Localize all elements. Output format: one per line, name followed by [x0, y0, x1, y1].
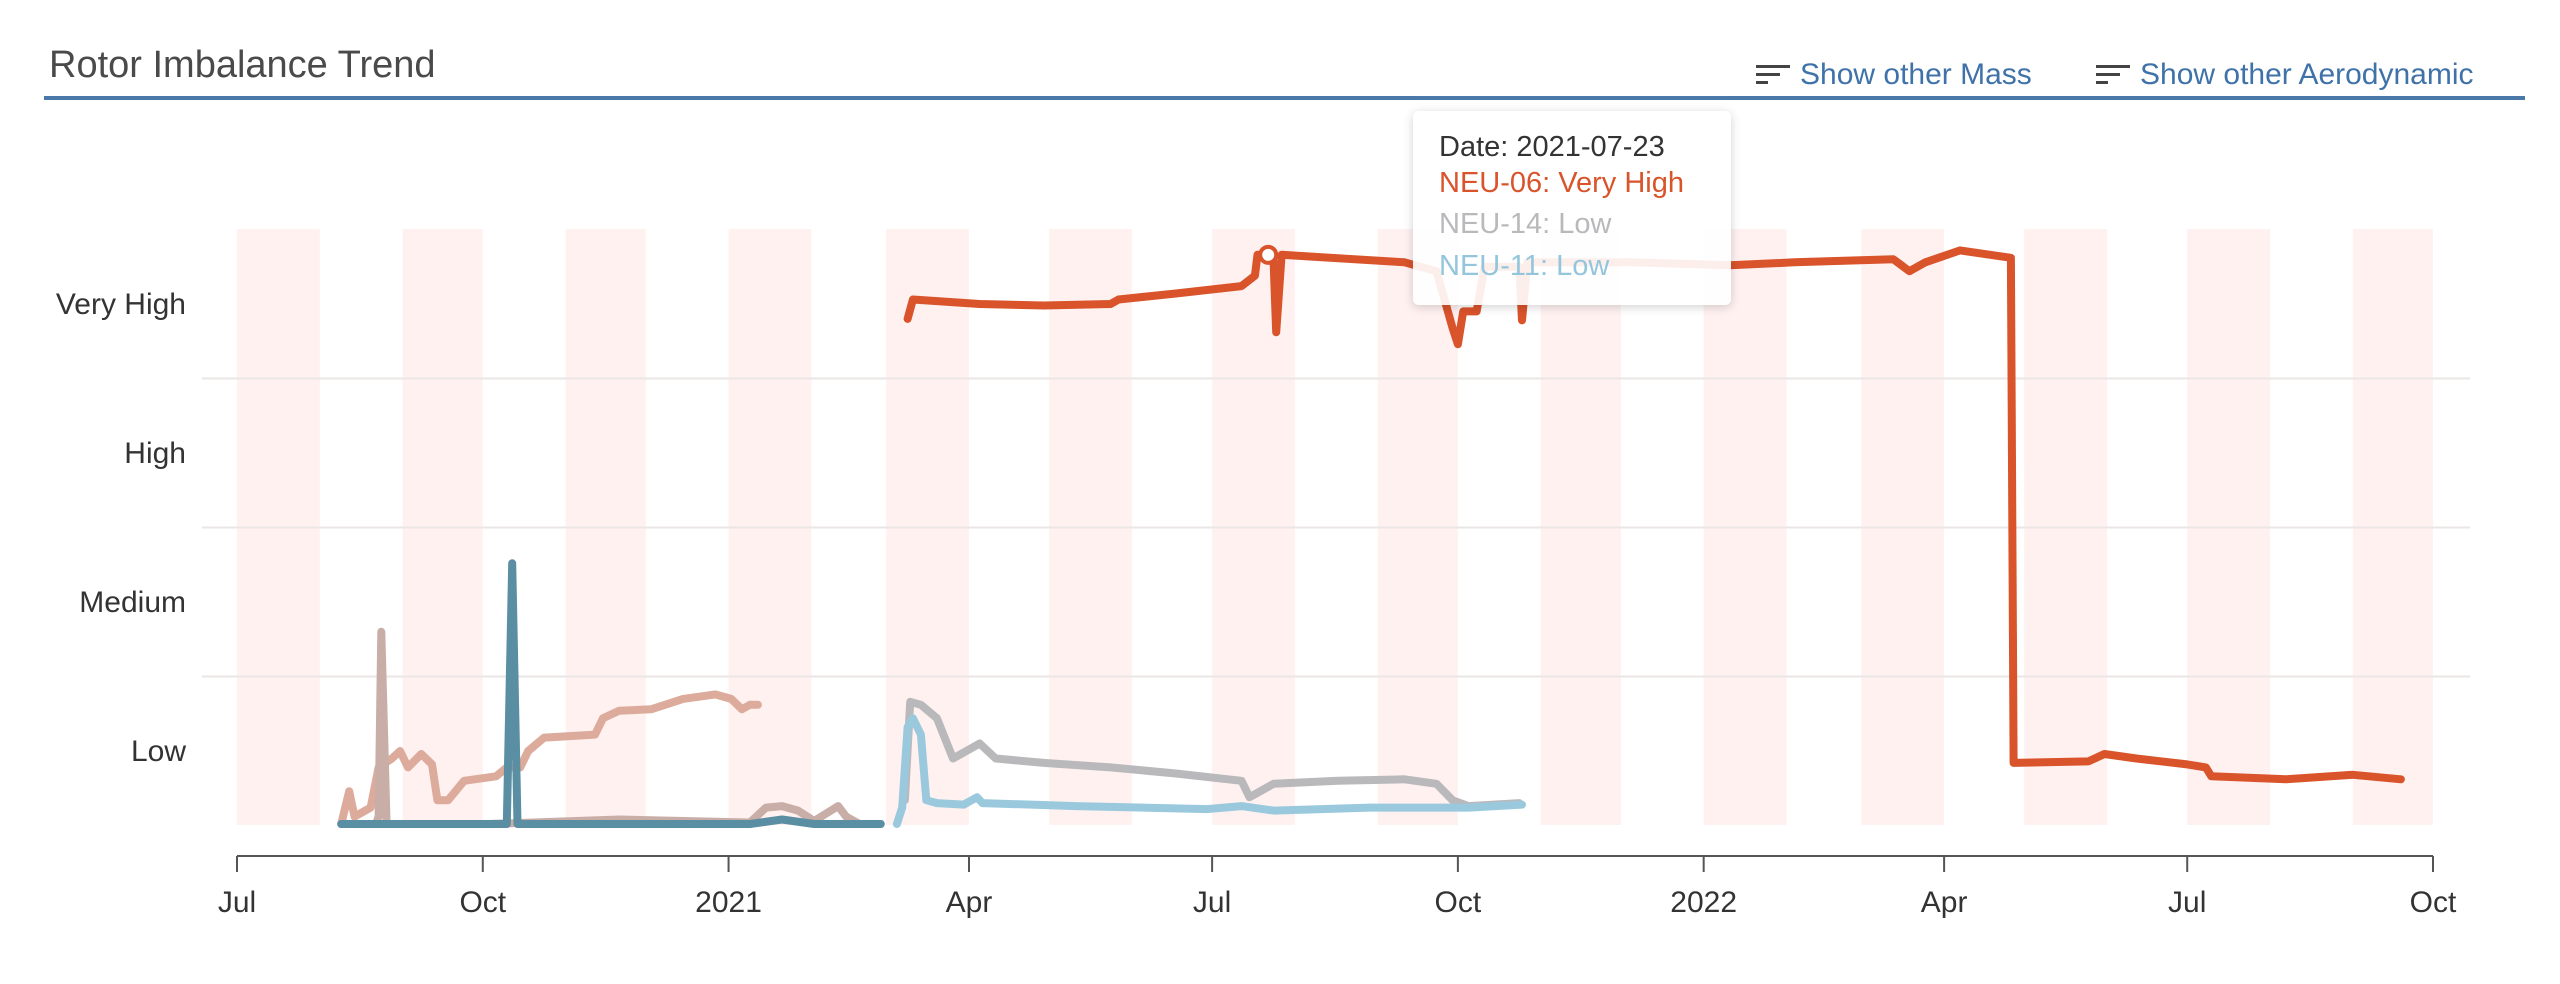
x-tick-label: Oct — [2410, 886, 2457, 919]
show-other-aerodynamic-label: Show other Aerodynamic — [2140, 58, 2474, 91]
x-tick-label: 2021 — [695, 886, 762, 919]
x-tick-label: Jul — [1193, 886, 1231, 919]
y-tick-label: High — [124, 437, 186, 470]
y-tick-label: Medium — [79, 586, 186, 619]
series-line-neu-11 — [337, 559, 885, 828]
x-tick-label: Apr — [946, 886, 993, 919]
header-rule — [44, 96, 2525, 100]
tooltip-line-neu-06: NEU-06: Very High — [1439, 167, 1684, 199]
y-tick-label: Low — [131, 735, 186, 768]
tooltip-line-neu-14: NEU-14: Low — [1439, 208, 1612, 240]
series-line-neu-11 — [892, 714, 1526, 828]
tooltip: Date: 2021-07-23 NEU-06: Very High NEU-1… — [1413, 111, 1731, 305]
sort-lines-icon — [1756, 65, 1790, 84]
x-tick-label: Apr — [1921, 886, 1968, 919]
x-tick-label: Oct — [459, 886, 506, 919]
hover-marker — [1258, 244, 1279, 265]
tooltip-date: Date: 2021-07-23 — [1439, 131, 1665, 163]
tooltip-line-neu-11: NEU-11: Low — [1439, 250, 1610, 282]
x-tick-label: 2022 — [1670, 886, 1737, 919]
y-tick-label: Very High — [56, 288, 186, 321]
show-other-aerodynamic-link[interactable]: Show other Aerodynamic — [2096, 58, 2474, 92]
sort-lines-icon — [2096, 65, 2130, 84]
series-line-neu-14 — [900, 697, 1524, 811]
x-tick-label: Jul — [2168, 886, 2206, 919]
x-tick-label: Oct — [1435, 886, 1482, 919]
show-other-mass-link[interactable]: Show other Mass — [1756, 58, 2032, 92]
show-other-mass-label: Show other Mass — [1800, 58, 2032, 91]
chart-title: Rotor Imbalance Trend — [49, 44, 436, 86]
x-tick-label: Jul — [218, 886, 256, 919]
